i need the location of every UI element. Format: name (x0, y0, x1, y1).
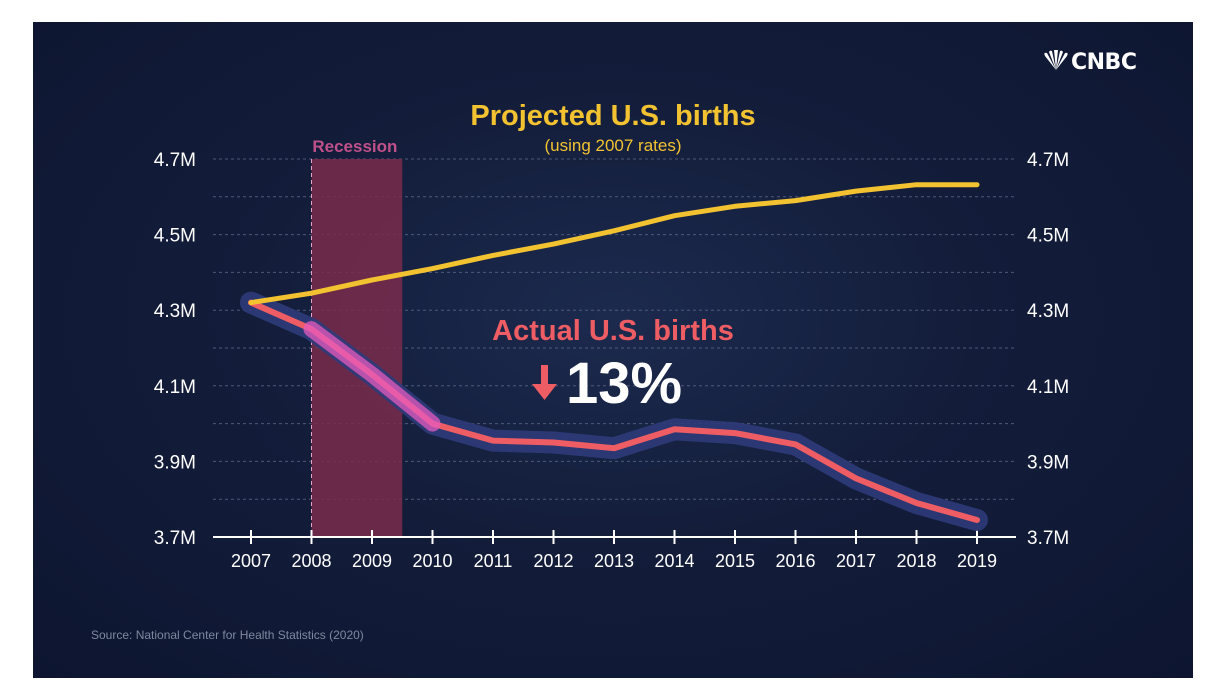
y-tick-label-right: 3.9M (1027, 452, 1069, 473)
y-tick-label-right: 4.7M (1027, 150, 1069, 171)
x-tick-label: 2007 (231, 551, 271, 571)
y-tick-label-right: 3.7M (1027, 528, 1069, 549)
actual-series-recession-highlight (303, 321, 441, 432)
x-tick-label: 2016 (775, 551, 815, 571)
x-tick-label: 2018 (896, 551, 936, 571)
y-tick-label-left: 4.3M (154, 301, 196, 322)
y-tick-label-left: 4.5M (154, 226, 196, 247)
chart-frame: 2007 2008 2009 2010 2011 2012 2013 2014 2015 2016… (33, 22, 1193, 678)
percent-change-value: 13% (566, 351, 682, 416)
x-tick-label: 2019 (957, 551, 997, 571)
down-arrow-head (532, 384, 557, 400)
down-arrow-icon (532, 365, 557, 400)
actual-series-label: Actual U.S. births (492, 315, 734, 347)
x-tick-label: 2011 (474, 551, 513, 571)
source-note: Source: National Center for Health Stati… (91, 628, 364, 642)
y-tick-label-left: 3.9M (154, 452, 196, 473)
nbc-peacock-icon (1044, 50, 1068, 70)
chart-title: Projected U.S. births (470, 100, 755, 132)
y-tick-label-left: 3.7M (154, 528, 196, 549)
x-tick-label: 2010 (412, 551, 452, 571)
y-tick-label-right: 4.5M (1027, 226, 1069, 247)
x-tick-label: 2008 (291, 551, 331, 571)
x-tick-label: 2013 (594, 551, 634, 571)
births-line-chart: 2007 2008 2009 2010 2011 2012 2013 2014 2015 2016… (154, 100, 1070, 571)
y-tick-label-left: 4.1M (154, 377, 196, 398)
x-tick-label: 2012 (533, 551, 573, 571)
x-tick-label: 2017 (836, 551, 876, 571)
x-tick-label: 2015 (715, 551, 755, 571)
y-tick-label-right: 4.3M (1027, 301, 1069, 322)
cnbc-logo: CNBC (1071, 50, 1137, 75)
x-tick-label: 2009 (352, 551, 392, 571)
y-tick-label-right: 4.1M (1027, 377, 1069, 398)
x-tick-label: 2014 (654, 551, 694, 571)
chart-subtitle: (using 2007 rates) (544, 136, 681, 155)
projected-series-line (248, 182, 980, 306)
down-arrow-shaft (541, 365, 548, 389)
y-tick-label-left: 4.7M (154, 150, 196, 171)
recession-label: Recession (312, 137, 397, 156)
